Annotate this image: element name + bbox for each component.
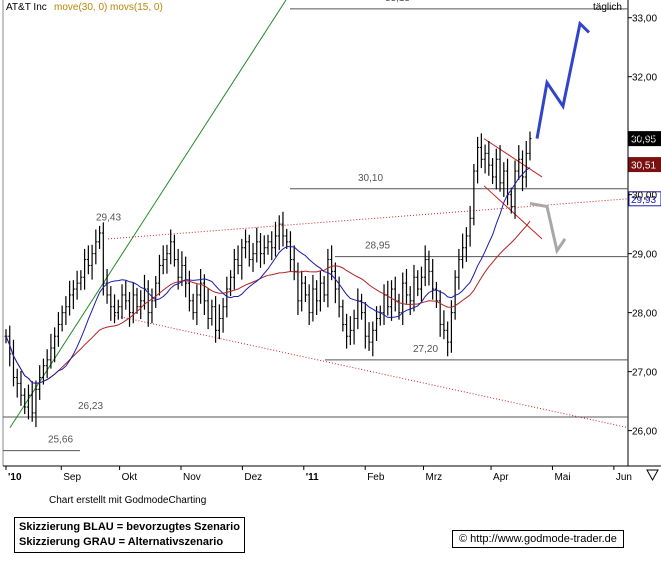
y-tick-label: 26,00 [632, 427, 657, 438]
price-tag-box [628, 131, 661, 147]
price-tag-box [628, 191, 661, 207]
legend-move: move(30, 0) [54, 2, 107, 13]
y-tick-label: 27,00 [632, 368, 657, 379]
scenario-legend: Skizzierung BLAU = bevorzugtes Szenario … [14, 517, 245, 553]
peak-label: 29,43 [96, 212, 121, 223]
level-label: 25,66 [48, 435, 73, 446]
level-label: 28,95 [365, 241, 390, 252]
price-tag-label: 30,51 [631, 161, 656, 172]
legend-grey-text: Skizzierung GRAU = Alternativszenario [19, 536, 224, 548]
price-tag-label: 30,95 [631, 135, 656, 146]
level-label: 33,15 [385, 0, 410, 4]
x-tick-label: Feb [367, 472, 385, 483]
copyright-icon: © [459, 533, 468, 545]
level-label: 27,20 [413, 344, 438, 355]
legend-blue-text: Skizzierung BLAU = bevorzugtes Szenario [19, 521, 240, 533]
y-tick-label: 32,00 [632, 73, 657, 84]
source-url[interactable]: http://www.godmode-trader.de [470, 533, 617, 545]
chart-title: AT&T Inc [6, 2, 47, 13]
y-tick-label: 33,00 [632, 14, 657, 25]
price-tag-box [628, 157, 661, 173]
price-tag-label: 29,93 [631, 195, 656, 206]
x-tick-label: Apr [493, 472, 509, 483]
y-tick-label: 29,00 [632, 250, 657, 261]
chart-credit: Chart erstellt mit GodmodeCharting [49, 495, 207, 506]
legend-movs: movs(15, 0) [110, 2, 163, 13]
x-tick-label: Sep [63, 472, 81, 483]
x-tick-label: '11 [306, 472, 319, 483]
x-tick-label: Mai [554, 472, 570, 483]
x-tick-label: Jun [616, 472, 632, 483]
scenario-blue-path [535, 20, 591, 139]
y-tick-label: 30,00 [632, 191, 657, 202]
y-tick-label: 31,00 [632, 132, 657, 143]
moving-average-15 [5, 167, 531, 384]
flag-lower [483, 185, 543, 240]
x-tick-label: '10 [8, 472, 22, 483]
x-tick-label: Okt [122, 472, 138, 483]
trendline-green [9, 0, 287, 428]
period-label: täglich [593, 2, 622, 13]
scenario-grey-path [529, 202, 567, 255]
trendline-red-lower [114, 315, 629, 429]
x-tick-label: Mrz [426, 472, 443, 483]
level-label: 30,10 [358, 173, 383, 184]
flag-upper [483, 138, 543, 178]
level-label: 26,23 [78, 401, 103, 412]
y-tick-label: 28,00 [632, 309, 657, 320]
x-tick-label: Nov [183, 472, 201, 483]
x-tick-label: Dez [244, 472, 262, 483]
moving-average-30 [5, 220, 531, 384]
warning-icon [646, 469, 659, 482]
source-link[interactable]: © http://www.godmode-trader.de [452, 530, 624, 548]
